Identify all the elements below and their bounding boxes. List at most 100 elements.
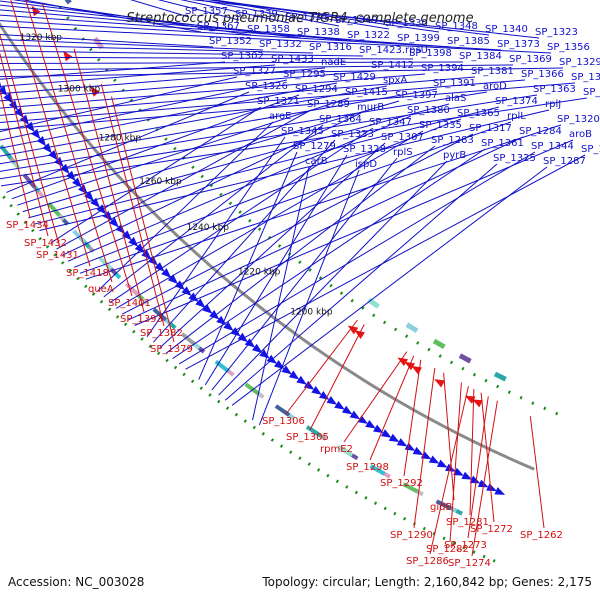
reverse-gene-label: SP_1272 — [470, 524, 513, 535]
reverse-gene-arrow — [63, 50, 73, 62]
reverse-gene-label: SP_1418 — [66, 268, 109, 279]
forward-gene-label: SP_1343 — [583, 87, 600, 98]
forward-label-line — [97, 121, 274, 292]
forward-gene-arrow — [311, 385, 322, 395]
forward-gene-arrow — [174, 280, 185, 291]
forward-label-line — [73, 118, 462, 268]
forward-gene-arrow — [380, 429, 392, 438]
forward-gene-arrow — [365, 420, 376, 429]
forward-label-line — [1, 97, 588, 187]
forward-gene-label: carB — [305, 156, 328, 167]
forward-gene-label: SP_1330 — [385, 18, 428, 29]
gene-category-block — [367, 297, 380, 309]
tick-label: 1200 kbp — [290, 308, 333, 318]
reverse-gene-label: SP_1292 — [380, 478, 423, 489]
forward-gene-label: SP_1279 — [293, 141, 336, 152]
forward-label-line — [159, 142, 386, 349]
gene-category-block — [493, 371, 507, 382]
forward-gene-arrow — [154, 262, 165, 272]
forward-label-line — [17, 97, 350, 206]
forward-gene-arrow — [388, 433, 400, 443]
forward-gene-label: SP_1381 — [471, 66, 514, 77]
forward-gene-label: SP_1323 — [535, 27, 578, 38]
reverse-gene-label: SP_1282 — [426, 544, 469, 555]
forward-gene-label: alaS — [445, 93, 466, 104]
forward-gene-label: SP_1334 — [285, 12, 328, 23]
forward-gene-label: SP_1391 — [433, 78, 476, 89]
forward-gene-label: SP_1347 — [369, 117, 412, 128]
forward-gene-arrow — [195, 298, 206, 308]
forward-label-line — [50, 106, 262, 244]
forward-gene-label: aroD — [483, 81, 507, 92]
forward-gene-label: aroE — [269, 111, 291, 122]
forward-gene-label: SP_1327 — [233, 66, 276, 77]
forward-gene-arrow — [436, 459, 448, 468]
gene-category-block — [47, 201, 61, 217]
forward-gene-arrow — [396, 438, 408, 447]
gene-category-block — [458, 353, 472, 364]
reverse-gene-label: SP_1379 — [150, 344, 193, 355]
reverse-label-line — [343, 351, 408, 443]
forward-gene-arrow — [216, 315, 227, 326]
forward-gene-label: SP_1346 — [571, 72, 600, 83]
forward-label-line — [28, 103, 450, 219]
forward-gene-arrow — [31, 128, 41, 140]
forward-gene-label: SP_1332 — [259, 39, 302, 50]
forward-gene-label: SP_1356 — [547, 42, 590, 53]
forward-gene-label: SP_1338 — [297, 27, 340, 38]
forward-gene-arrow — [121, 230, 132, 241]
forward-gene-label: SP_1374 — [495, 96, 538, 107]
reverse-gene-arrow — [354, 330, 365, 339]
forward-gene-arrow — [230, 327, 241, 337]
reverse-label-line — [111, 96, 175, 343]
forward-label-line — [103, 124, 324, 298]
forward-gene-arrow — [486, 483, 497, 492]
forward-label-line — [218, 160, 448, 396]
reverse-gene-label: SP_1305 — [286, 432, 329, 443]
tick-label: 1220 kbp — [238, 267, 281, 277]
reverse-gene-label: rpmE2 — [320, 444, 353, 455]
forward-gene-arrow — [141, 249, 152, 260]
reverse-gene-label: SP_1432 — [24, 238, 67, 249]
forward-gene-label: SP_1289 — [307, 99, 350, 110]
forward-gene-label: SP_1328 — [343, 144, 386, 155]
forward-label-line — [0, 70, 376, 102]
reverse-gene-label: SP_1306 — [262, 416, 305, 427]
forward-gene-arrow — [3, 92, 13, 104]
forward-gene-arrow — [209, 310, 220, 320]
forward-label-line — [79, 121, 512, 274]
forward-gene-arrow — [78, 184, 88, 195]
forward-gene-arrow — [128, 236, 139, 247]
gene-category-block — [369, 464, 386, 476]
forward-label-line — [208, 0, 390, 30]
forward-gene-label: SP_1326 — [245, 81, 288, 92]
reverse-gene-label: SP_1393 — [120, 314, 163, 325]
reverse-label-line — [25, 0, 113, 283]
forward-gene-arrow — [167, 274, 179, 284]
forward-label-line — [0, 61, 464, 65]
forward-gene-label: pyrB — [443, 150, 466, 161]
forward-gene-arrow — [477, 479, 489, 488]
backbone-layer — [0, 0, 559, 563]
forward-gene-arrow — [445, 463, 456, 472]
forward-gene-label: SP_1302 — [221, 51, 264, 62]
reverse-gene-label: SP_1281 — [446, 517, 489, 528]
forward-label-line — [146, 136, 286, 337]
reverse-label-line — [100, 83, 165, 327]
gc-content-track — [53, 0, 559, 416]
forward-gene-label: ispD — [355, 159, 377, 170]
forward-label-line — [0, 94, 538, 180]
forward-label-line — [211, 0, 440, 33]
forward-gene-arrow — [404, 442, 416, 451]
forward-gene-label: SP_1349 — [335, 15, 378, 26]
gc-skew-track — [0, 190, 496, 563]
reverse-gene-arrow — [472, 399, 483, 408]
gene-category-block — [337, 445, 354, 457]
forward-gene-arrow — [288, 370, 300, 380]
forward-label-line — [190, 0, 540, 39]
forward-gene-label: rplJ — [545, 99, 561, 110]
gene-category-block — [432, 338, 446, 350]
forward-gene-label: SP_1335 — [419, 120, 462, 131]
reverse-gene-arrow — [434, 379, 446, 388]
